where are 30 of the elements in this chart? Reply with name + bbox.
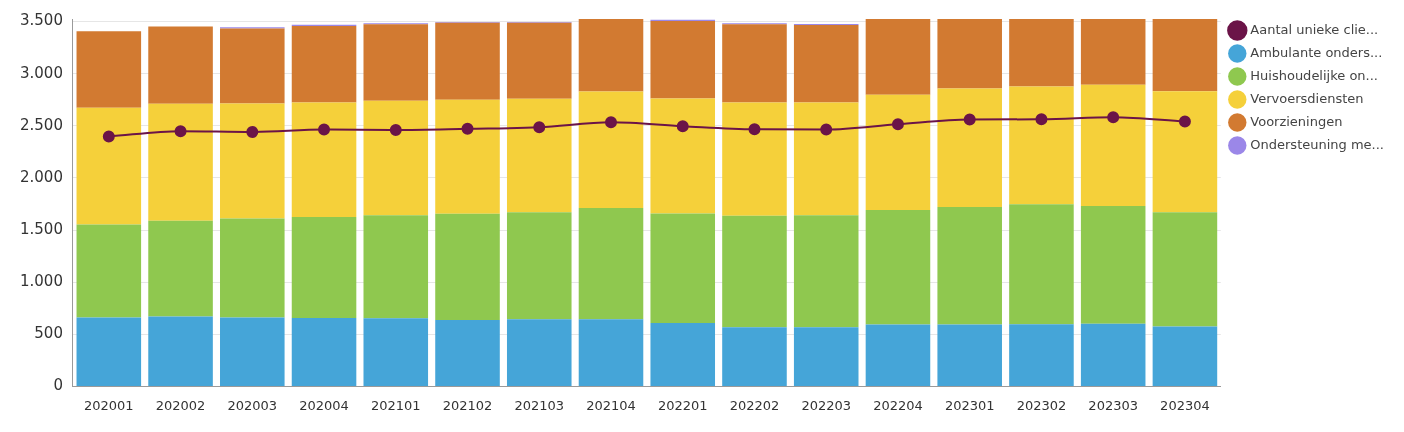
x-tick-label: 202301 <box>944 397 995 413</box>
y-tick-label: 1.500 <box>19 219 63 238</box>
x-tick-label: 202202 <box>729 397 780 413</box>
y-tick-label: 2.000 <box>19 167 63 186</box>
x-tick-label: 202303 <box>1088 397 1138 413</box>
legend-label: Ondersteuning me... <box>1250 136 1385 152</box>
x-tick-label: 202201 <box>657 397 708 413</box>
y-tick-label: 500 <box>34 324 63 343</box>
legend-label: Voorzieningen <box>1250 113 1343 129</box>
x-tick-label: 202104 <box>586 397 636 413</box>
x-tick-label: 202002 <box>155 397 206 413</box>
x-tick-label: 202302 <box>1016 397 1067 413</box>
x-tick-label: 202003 <box>227 397 278 413</box>
legend-label: Aantal unieke clie... <box>1250 21 1379 37</box>
x-tick-label: 202304 <box>1160 397 1210 413</box>
y-tick-label: 2.500 <box>19 115 63 134</box>
x-tick-label: 202204 <box>873 397 923 413</box>
legend-label: Huishoudelijke on... <box>1250 67 1378 83</box>
legend-label: Ambulante onders... <box>1250 44 1383 60</box>
x-tick-label: 202102 <box>442 397 493 413</box>
y-tick-label: 1.000 <box>19 272 63 291</box>
x-tick-label: 202004 <box>299 397 349 413</box>
y-tick-label: 0 <box>53 376 63 395</box>
legend-label: Vervoersdiensten <box>1250 90 1364 106</box>
x-tick-label: 202001 <box>83 397 134 413</box>
x-tick-label: 202101 <box>370 397 421 413</box>
x-tick-label: 202103 <box>514 397 565 413</box>
y-tick-label: 3.500 <box>19 11 63 30</box>
x-tick-label: 202203 <box>801 397 852 413</box>
y-tick-label: 3.000 <box>19 63 63 82</box>
